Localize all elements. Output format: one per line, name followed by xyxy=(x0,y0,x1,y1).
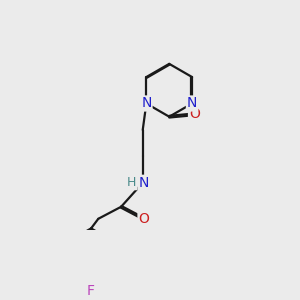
Text: F: F xyxy=(87,284,95,298)
Text: O: O xyxy=(189,107,200,121)
Text: N: N xyxy=(141,97,152,110)
Text: N: N xyxy=(139,176,149,190)
Text: H: H xyxy=(127,176,136,189)
Text: O: O xyxy=(139,212,149,226)
Text: N: N xyxy=(187,97,197,110)
